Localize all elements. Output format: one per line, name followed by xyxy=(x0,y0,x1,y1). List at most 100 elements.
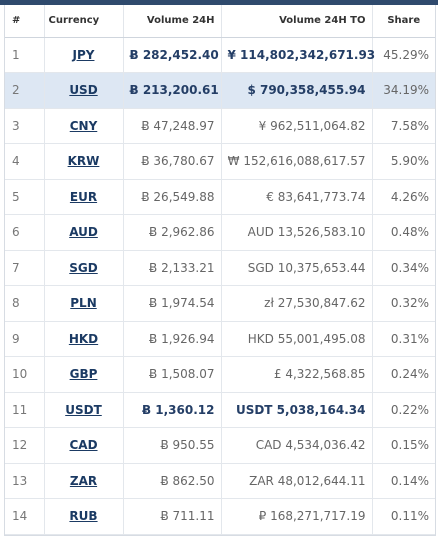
volume-24h-cell: Ƀ 1,926.94 xyxy=(123,321,222,357)
volume-24h-to-cell: ₩ 152,616,088,617.57 xyxy=(221,143,373,180)
table-row[interactable]: 6 AUD Ƀ 2,962.86 AUD 13,526,583.10 0.48% xyxy=(5,214,435,251)
rank-cell: 3 xyxy=(5,108,45,144)
currency-link[interactable]: SGD xyxy=(69,260,98,275)
volume-24h-to-cell: HKD 55,001,495.08 xyxy=(221,321,373,357)
share-cell: 0.14% xyxy=(372,463,435,499)
volume-24h-to-cell: € 83,641,773.74 xyxy=(221,179,373,215)
volume-24h-to-cell: USDT 5,038,164.34 xyxy=(221,392,373,428)
volume-24h-to-cell: AUD 13,526,583.10 xyxy=(221,214,373,251)
currency-volume-table: # Currency Volume 24H Volume 24H TO Shar… xyxy=(5,5,435,535)
currency-cell: PLN xyxy=(44,285,124,322)
volume-24h-cell: Ƀ 36,780.67 xyxy=(123,143,222,180)
volume-24h-cell: Ƀ 213,200.61 xyxy=(123,72,222,109)
volume-24h-cell: Ƀ 1,974.54 xyxy=(123,285,222,322)
volume-24h-cell: Ƀ 2,133.21 xyxy=(123,250,222,286)
volume-24h-to-cell: SGD 10,375,653.44 xyxy=(221,250,373,286)
currency-link[interactable]: USDT xyxy=(65,402,102,417)
volume-24h-cell: Ƀ 1,508.07 xyxy=(123,356,222,393)
table-row[interactable]: 14 RUB Ƀ 711.11 ₽ 168,271,717.19 0.11% xyxy=(5,498,435,535)
currency-link[interactable]: RUB xyxy=(69,509,98,524)
table-row[interactable]: 10 GBP Ƀ 1,508.07 £ 4,322,568.85 0.24% xyxy=(5,356,435,393)
volume-24h-to-cell: £ 4,322,568.85 xyxy=(221,356,373,393)
table-row[interactable]: 4 KRW Ƀ 36,780.67 ₩ 152,616,088,617.57 5.90% xyxy=(5,143,435,180)
currency-link[interactable]: KRW xyxy=(67,154,100,169)
table-row[interactable]: 3 CNY Ƀ 47,248.97 ¥ 962,511,064.82 7.58% xyxy=(5,108,435,144)
volume-24h-cell: Ƀ 2,962.86 xyxy=(123,214,222,251)
share-cell: 45.29% xyxy=(372,37,435,73)
header-currency[interactable]: Currency xyxy=(44,5,124,38)
rank-cell: 9 xyxy=(5,321,45,357)
currency-cell: EUR xyxy=(44,179,124,215)
rank-cell: 13 xyxy=(5,463,45,499)
table-row[interactable]: 11 USDT Ƀ 1,360.12 USDT 5,038,164.34 0.22% xyxy=(5,392,435,428)
volume-24h-cell: Ƀ 26,549.88 xyxy=(123,179,222,215)
currency-link[interactable]: CNY xyxy=(69,118,98,133)
header-volume-24h-to[interactable]: Volume 24H TO xyxy=(221,5,373,38)
table-row[interactable]: 1 JPY Ƀ 282,452.40 ¥ 114,802,342,671.93 45.2… xyxy=(5,37,435,73)
table-row[interactable]: 9 HKD Ƀ 1,926.94 HKD 55,001,495.08 0.31% xyxy=(5,321,435,357)
table-row[interactable]: 8 PLN Ƀ 1,974.54 zł 27,530,847.62 0.32% xyxy=(5,285,435,322)
currency-link[interactable]: GBP xyxy=(69,367,98,382)
rank-cell: 4 xyxy=(5,143,45,180)
currency-cell: ZAR xyxy=(44,463,124,499)
share-cell: 0.32% xyxy=(372,285,435,322)
volume-24h-cell: Ƀ 47,248.97 xyxy=(123,108,222,144)
currency-cell: USD xyxy=(44,72,124,109)
volume-24h-to-cell: ₽ 168,271,717.19 xyxy=(221,498,373,535)
rank-cell: 8 xyxy=(5,285,45,322)
header-rank[interactable]: # xyxy=(5,5,45,38)
header-share[interactable]: Share xyxy=(372,5,435,38)
share-cell: 5.90% xyxy=(372,143,435,180)
top-bar xyxy=(0,0,438,5)
table-row[interactable]: 7 SGD Ƀ 2,133.21 SGD 10,375,653.44 0.34% xyxy=(5,250,435,286)
rank-cell: 6 xyxy=(5,214,45,251)
share-cell: 4.26% xyxy=(372,179,435,215)
currency-cell: AUD xyxy=(44,214,124,251)
currency-link[interactable]: ZAR xyxy=(69,473,98,488)
currency-cell: GBP xyxy=(44,356,124,393)
volume-24h-to-cell: CAD 4,534,036.42 xyxy=(221,427,373,464)
volume-24h-to-cell: ¥ 962,511,064.82 xyxy=(221,108,373,144)
currency-link[interactable]: JPY xyxy=(72,47,95,62)
volume-24h-cell: Ƀ 1,360.12 xyxy=(123,392,222,428)
table-row[interactable]: 13 ZAR Ƀ 862.50 ZAR 48,012,644.11 0.14% xyxy=(5,463,435,499)
rank-cell: 11 xyxy=(5,392,45,428)
table-row[interactable]: 2 USD Ƀ 213,200.61 $ 790,358,455.94 34.19% xyxy=(5,72,435,109)
currency-cell: CAD xyxy=(44,427,124,464)
currency-cell: HKD xyxy=(44,321,124,357)
volume-24h-cell: Ƀ 950.55 xyxy=(123,427,222,464)
share-cell: 7.58% xyxy=(372,108,435,144)
table-row[interactable]: 5 EUR Ƀ 26,549.88 € 83,641,773.74 4.26% xyxy=(5,179,435,215)
rank-cell: 12 xyxy=(5,427,45,464)
volume-24h-to-cell: ¥ 114,802,342,671.93 xyxy=(221,37,375,73)
rank-cell: 7 xyxy=(5,250,45,286)
currency-link[interactable]: PLN xyxy=(70,296,97,311)
volume-24h-cell: Ƀ 862.50 xyxy=(123,463,222,499)
table-header-row: # Currency Volume 24H Volume 24H TO Shar… xyxy=(5,5,435,38)
header-volume-24h[interactable]: Volume 24H xyxy=(123,5,222,38)
share-cell: 0.24% xyxy=(372,356,435,393)
currency-cell: JPY xyxy=(44,37,124,73)
volume-24h-to-cell: zł 27,530,847.62 xyxy=(221,285,373,322)
currency-link[interactable]: EUR xyxy=(69,189,98,204)
rank-cell: 10 xyxy=(5,356,45,393)
currency-cell: RUB xyxy=(44,498,124,535)
currency-link[interactable]: HKD xyxy=(68,331,99,346)
volume-24h-to-cell: $ 790,358,455.94 xyxy=(221,72,373,109)
rank-cell: 14 xyxy=(5,498,45,535)
currency-cell: KRW xyxy=(44,143,124,180)
share-cell: 34.19% xyxy=(372,72,435,109)
currency-link[interactable]: AUD xyxy=(69,225,98,240)
currency-link[interactable]: USD xyxy=(69,83,98,98)
table-row[interactable]: 12 CAD Ƀ 950.55 CAD 4,534,036.42 0.15% xyxy=(5,427,435,464)
currency-link[interactable]: CAD xyxy=(69,438,98,453)
volume-24h-cell: Ƀ 282,452.40 xyxy=(123,37,222,73)
share-cell: 0.22% xyxy=(372,392,435,428)
volume-24h-to-cell: ZAR 48,012,644.11 xyxy=(221,463,373,499)
volume-24h-cell: Ƀ 711.11 xyxy=(123,498,222,535)
share-cell: 0.48% xyxy=(372,214,435,251)
share-cell: 0.15% xyxy=(372,427,435,464)
share-cell: 0.31% xyxy=(372,321,435,357)
rank-cell: 2 xyxy=(5,72,45,109)
share-cell: 0.34% xyxy=(372,250,435,286)
